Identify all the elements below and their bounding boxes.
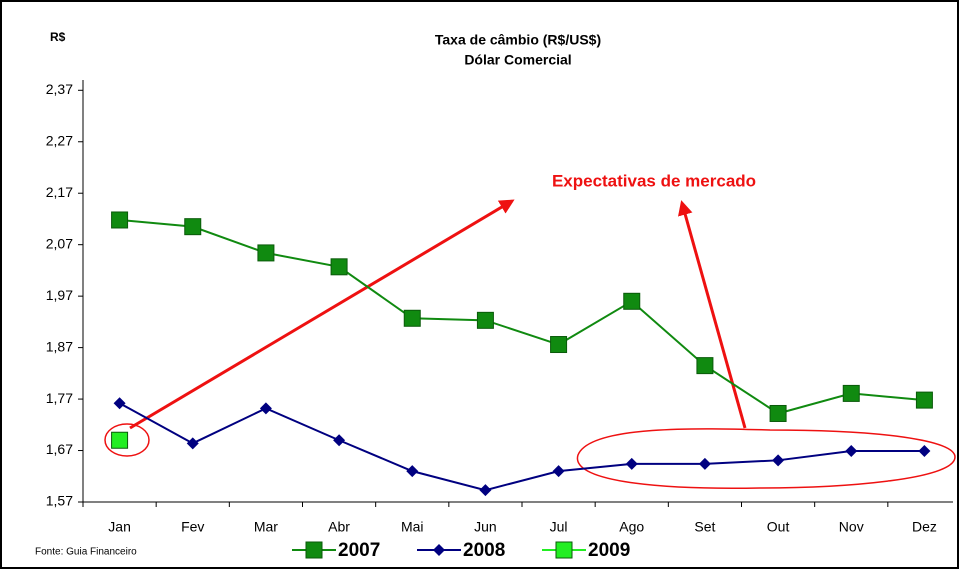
source: Fonte: Guia Financeiro [35,547,137,558]
x-tick-label: Jan [108,519,131,535]
data-point [623,292,641,310]
data-point [257,244,275,262]
x-tick-label: Dez [912,519,937,535]
x-tick-label: Nov [839,519,864,535]
x-tick-label: Fev [181,519,204,535]
legend-label: 2009 [588,540,630,561]
data-point [772,454,785,467]
y-axis-label: R$ [50,30,66,44]
y-tick-label: 2,27 [46,132,73,148]
y-tick-label: 2,17 [46,184,73,200]
series-line [119,218,925,415]
data-point [111,211,129,229]
annotation: Expectativas de mercado [552,171,756,190]
x-tick-label: Mar [254,519,278,535]
x-tick-label: Mai [401,519,424,535]
x-tick-label: Out [767,519,790,535]
data-point [845,445,858,458]
data-point [113,397,126,410]
legend-marker [305,541,323,559]
data-point [769,404,787,422]
data-point [111,431,129,449]
legend-marker [433,544,445,556]
data-point [552,465,565,478]
y-tick-label: 1,87 [46,338,73,354]
x-tick-label: Ago [619,519,644,535]
data-point [550,336,568,354]
data-point [330,258,348,276]
data-point [476,311,494,329]
data-point [698,457,711,470]
chart-subtitle: Dólar Comercial [464,52,571,68]
y-tick-label: 1,77 [46,390,73,406]
data-point [696,357,714,375]
data-point [918,445,931,458]
y-tick-label: 1,57 [46,493,73,509]
data-point [406,465,419,478]
data-point [842,384,860,402]
legend-marker [555,541,573,559]
chart-title: Taxa de câmbio (R$/US$) [435,32,601,48]
x-tick-label: Set [694,519,715,535]
y-tick-label: 1,97 [46,287,73,303]
data-point [625,457,638,470]
data-point [186,437,199,450]
legend-label: 2008 [463,540,505,561]
y-tick-label: 2,37 [46,81,73,97]
y-tick-label: 2,07 [46,235,73,251]
data-point [259,402,272,415]
data-point [479,484,492,497]
x-tick-label: Abr [328,519,350,535]
data-point [403,309,421,327]
x-tick-label: Jun [474,519,497,535]
annotation-shapes [104,199,956,489]
x-tick-label: Jul [550,519,568,535]
data-point [184,218,202,236]
legend-label: 2007 [338,540,380,561]
data-point [333,434,346,447]
series-line [119,402,925,492]
y-tick-label: 1,67 [46,441,73,457]
data-point [915,391,933,409]
